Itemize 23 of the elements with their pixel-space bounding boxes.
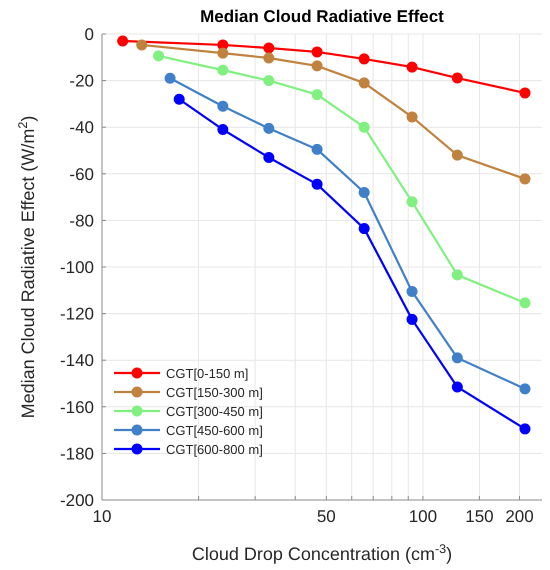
y-tick-label: -200 [60,491,94,510]
y-tick-label: -160 [60,398,94,417]
y-tick-label: -180 [60,444,94,464]
y-tick-label: -100 [60,258,94,277]
legend-label: CGT[300-450 m] [166,404,263,419]
legend-label: CGT[0-150 m] [166,366,248,381]
x-axis-title: Cloud Drop Concentration (cm$^{-3}$) [192,542,452,564]
y-tick-label: 0 [84,25,94,44]
x-tick-label: 200 [505,507,534,526]
legend-label: CGT[450-600 m] [166,423,263,438]
legend-label: CGT[150-300 m] [166,385,263,400]
chart-title: Median Cloud Radiative Effect [200,7,444,26]
legend-label: CGT[600-800 m] [166,442,263,457]
y-tick-label: -60 [69,164,94,184]
y-tick-label: -80 [69,211,94,230]
y-tick-label: -20 [69,72,94,91]
y-tick-label: -140 [60,351,94,370]
y-tick-label: -40 [69,118,94,138]
x-tick-label: 100 [408,507,438,526]
x-tick-label: 50 [316,507,336,526]
x-tick-label: 150 [465,507,494,526]
x-tick-label: 10 [92,507,112,526]
y-tick-label: -120 [60,304,94,324]
